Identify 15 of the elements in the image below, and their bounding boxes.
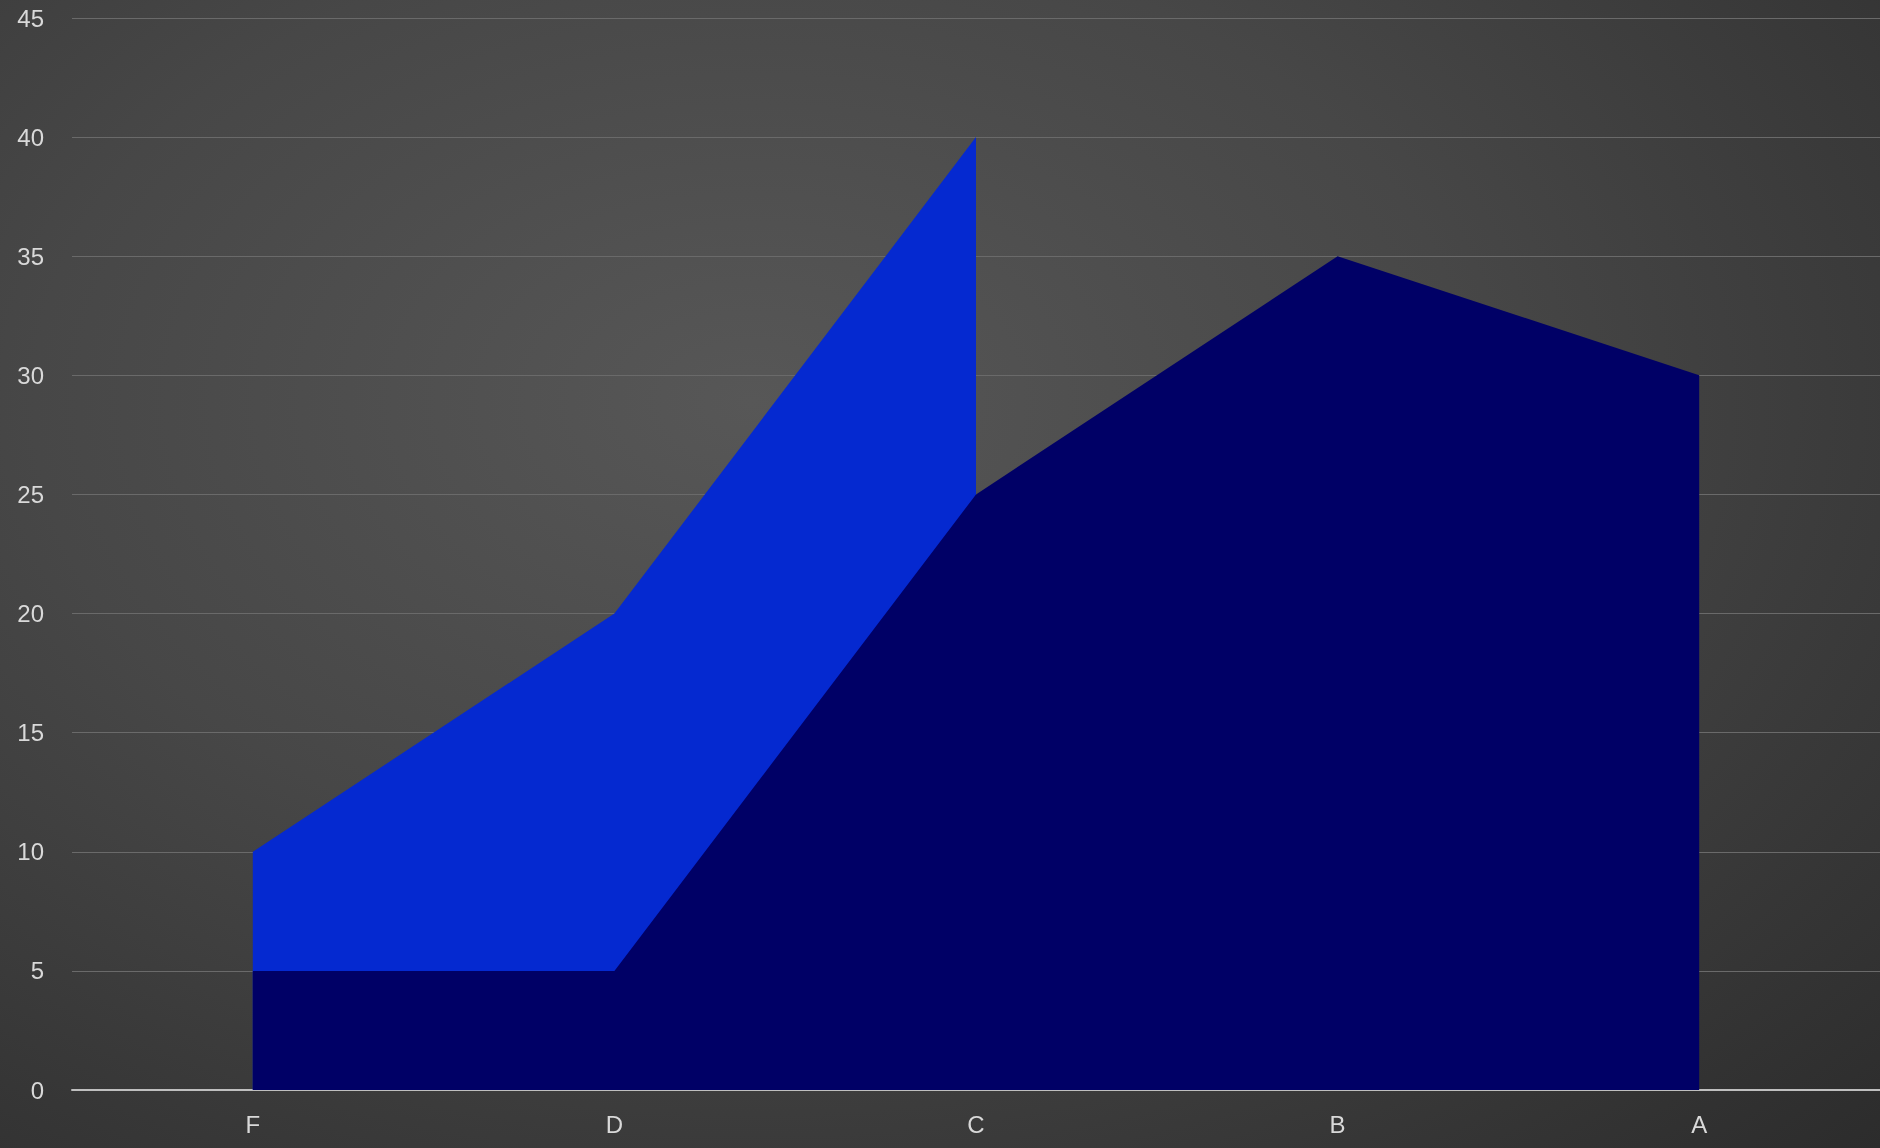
y-tick-label: 10: [17, 838, 44, 866]
y-tick-label: 35: [17, 242, 44, 270]
x-tick-label: C: [967, 1110, 985, 1138]
y-tick-label: 0: [30, 1076, 44, 1104]
y-tick-label: 5: [30, 957, 44, 985]
y-tick-label: 20: [17, 600, 44, 628]
y-tick-label: 45: [17, 4, 44, 32]
x-tick-label: B: [1329, 1110, 1346, 1138]
x-tick-label: A: [1691, 1110, 1708, 1138]
x-tick-label: D: [605, 1110, 624, 1138]
y-tick-label: 15: [17, 719, 44, 747]
y-tick-label: 30: [17, 361, 44, 389]
y-tick-label: 25: [17, 480, 44, 508]
y-tick-label: 40: [17, 123, 44, 151]
x-tick-label: F: [245, 1110, 261, 1138]
